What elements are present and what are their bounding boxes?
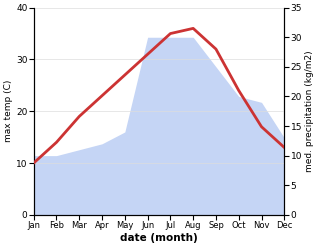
Y-axis label: med. precipitation (kg/m2): med. precipitation (kg/m2) [305,50,314,172]
X-axis label: date (month): date (month) [120,233,198,243]
Y-axis label: max temp (C): max temp (C) [4,80,13,143]
